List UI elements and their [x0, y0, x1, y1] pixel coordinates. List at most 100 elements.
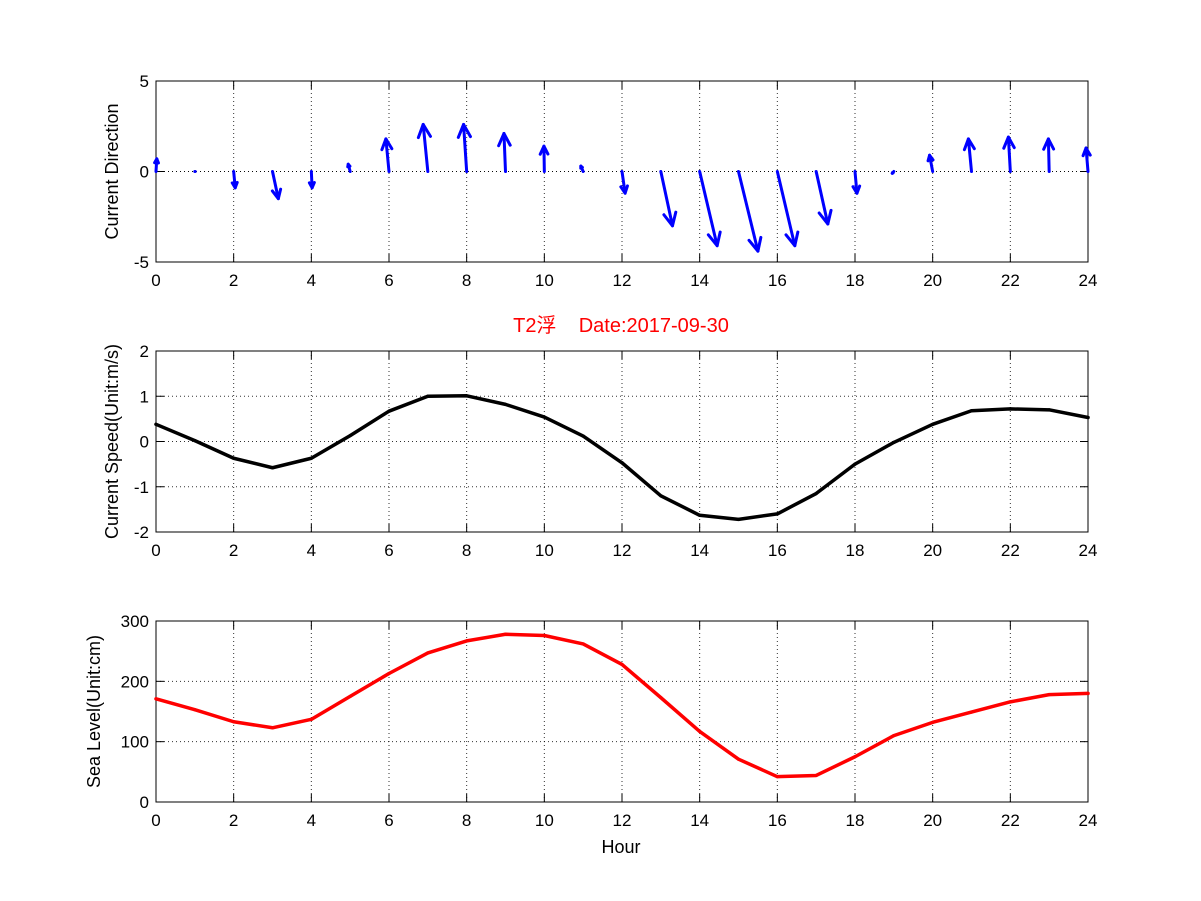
current-speed-point	[1008, 407, 1012, 411]
sea-level-point	[387, 671, 391, 676]
direction-arrow	[456, 122, 472, 173]
direction-arrow	[737, 170, 763, 253]
direction-arrow	[579, 164, 585, 173]
current-direction-xtick-label: 0	[151, 271, 160, 290]
current-speed-point	[193, 438, 197, 443]
current-direction-ytick-label: -5	[134, 253, 149, 272]
current-speed-xtick-label: 10	[535, 541, 554, 560]
sea-level-ytick-label: 0	[140, 793, 149, 812]
direction-arrow	[380, 137, 394, 173]
direction-arrow	[497, 131, 512, 173]
current-speed-xtick-label: 8	[462, 541, 471, 560]
direction-arrow	[153, 157, 160, 173]
current-direction-panel: 0 2 4 6 8 10 12 14 16 18 20 22 24-505 Current Direct…	[102, 72, 1097, 290]
sea-level-xtick-label: 16	[768, 811, 787, 830]
sea-level-point	[232, 720, 236, 724]
sea-level-point	[814, 773, 818, 778]
current-speed-point	[698, 513, 702, 517]
current-speed-ytick-label: 0	[140, 433, 149, 452]
current-direction-xtick-label: 12	[613, 271, 632, 290]
current-speed-point	[659, 494, 663, 498]
sea-level-xtick-label: 10	[535, 811, 554, 830]
direction-arrow	[619, 170, 629, 195]
current-direction-xtick-label: 18	[846, 271, 865, 290]
sea-level-xtick-label: 14	[690, 811, 709, 830]
direction-arrow	[659, 170, 678, 228]
sea-level-point	[698, 729, 702, 734]
current-speed-point	[465, 394, 469, 398]
current-speed-point	[931, 422, 935, 426]
sea-level-point	[775, 775, 779, 779]
sea-level-point	[892, 734, 896, 738]
current-speed-point	[309, 456, 313, 460]
current-speed-xtick-label: 2	[229, 541, 238, 560]
sea-level-point	[426, 651, 430, 655]
chart-title: T2浮 Date:2017-09-30	[513, 314, 729, 337]
sea-level-xtick-label: 24	[1079, 811, 1098, 830]
current-speed-point	[814, 491, 818, 496]
current-speed-point	[969, 409, 974, 413]
hour-xlabel: Hour	[601, 837, 640, 857]
sea-level-xtick-label: 22	[1001, 811, 1020, 830]
current-direction-xtick-label: 8	[462, 271, 471, 290]
sea-level-point	[1086, 691, 1090, 696]
current-speed-point	[542, 415, 546, 419]
current-speed-point	[232, 456, 236, 460]
current-speed-ytick-label: 2	[140, 342, 149, 361]
sea-level-point	[1008, 700, 1012, 704]
sea-level-point	[542, 633, 546, 638]
current-speed-xtick-label: 12	[613, 541, 632, 560]
current-speed-xtick-label: 22	[1001, 541, 1020, 560]
direction-arrow	[346, 162, 352, 173]
current-speed-xtick-label: 24	[1079, 541, 1098, 560]
direction-arrow	[1081, 146, 1092, 173]
direction-arrow	[538, 144, 550, 173]
current-direction-ytick-label: 5	[140, 72, 149, 91]
current-speed-point	[892, 440, 896, 445]
sea-level-point	[193, 708, 197, 712]
current-direction-xtick-label: 10	[535, 271, 554, 290]
current-speed-point	[620, 461, 624, 465]
current-direction-xtick-label: 4	[307, 271, 316, 290]
sea-level-xtick-label: 18	[846, 811, 865, 830]
direction-arrow	[698, 170, 722, 248]
current-speed-xtick-label: 4	[307, 541, 316, 560]
sea-level-xtick-label: 20	[923, 811, 942, 830]
sea-level-point	[853, 755, 857, 759]
current-speed-point	[1047, 408, 1051, 412]
current-speed-point	[387, 409, 391, 413]
current-speed-panel: T2浮 Date:2017-09-30 0 2 4 6 8 10 12 14 16 18 20 22 2…	[102, 314, 1097, 560]
sea-level-point	[620, 662, 624, 667]
current-speed-point	[154, 422, 158, 426]
sea-level-xtick-label: 0	[151, 811, 160, 830]
sea-level-point	[736, 757, 741, 761]
current-speed-xtick-label: 14	[690, 541, 709, 560]
direction-arrow	[307, 170, 316, 190]
direction-arrow	[416, 122, 432, 173]
current-speed-point	[503, 402, 508, 406]
direction-arrow	[1002, 135, 1016, 173]
sea-level-xtick-label: 2	[229, 811, 238, 830]
sea-level-point	[503, 632, 508, 636]
current-speed-xtick-label: 6	[384, 541, 393, 560]
sea-level-point	[659, 696, 663, 700]
direction-arrow	[775, 170, 800, 248]
current-direction-xtick-label: 2	[229, 271, 238, 290]
current-speed-ytick-label: -1	[134, 478, 149, 497]
sea-level-xtick-label: 8	[462, 811, 471, 830]
current-speed-ytick-label: 1	[140, 387, 149, 406]
current-direction-xtick-label: 16	[768, 271, 787, 290]
sea-level-ytick-label: 200	[121, 672, 149, 691]
sea-level-xtick-label: 12	[613, 811, 632, 830]
current-direction-xtick-label: 24	[1079, 271, 1098, 290]
direction-arrow	[962, 137, 976, 173]
sea-level-ytick-label: 300	[121, 612, 149, 631]
sea-level-point	[969, 710, 974, 714]
current-speed-point	[775, 512, 779, 516]
sea-level-point	[270, 726, 275, 730]
sea-level-xtick-label: 4	[307, 811, 316, 830]
sea-level-point	[1047, 693, 1051, 697]
current-direction-ytick-label: 0	[140, 163, 149, 182]
